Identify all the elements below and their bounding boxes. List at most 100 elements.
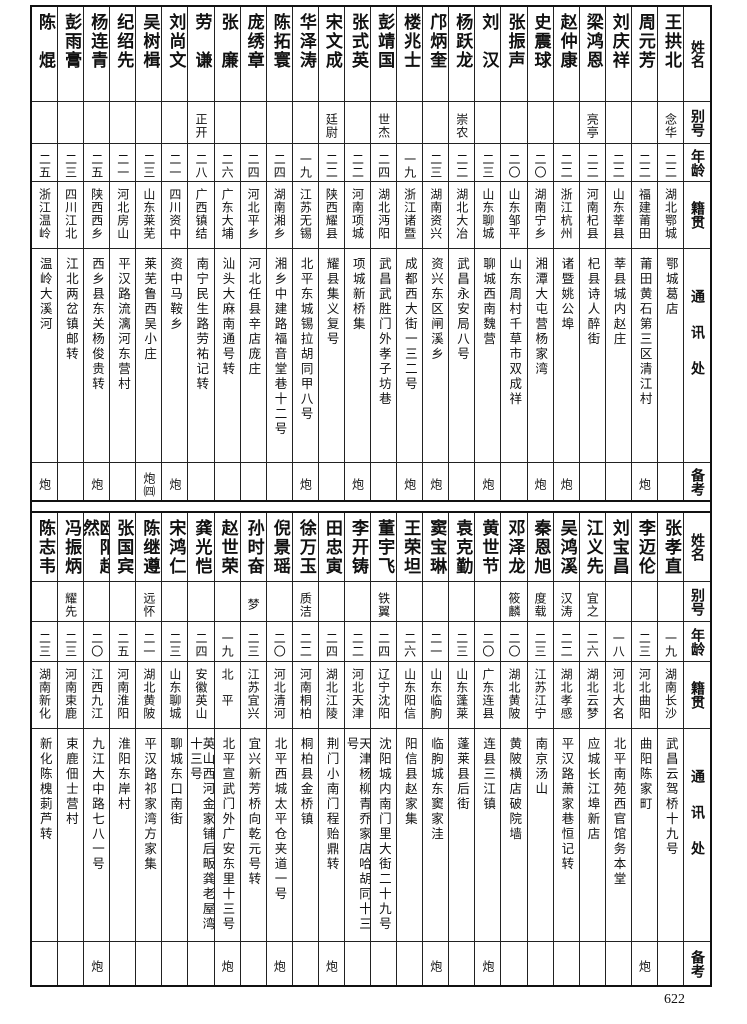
address-text: 蓬莱县后街 — [455, 737, 471, 812]
origin-text: 安徽英山 — [194, 668, 208, 720]
alias-text: 铁翼 — [376, 591, 391, 618]
cell-name: 刘宝昌 — [605, 513, 631, 582]
cell-alias: 念华 — [657, 102, 683, 144]
cell-remark — [397, 942, 422, 985]
record-column: 陈志韦 二三 湖南新化 新化陈槐莿芦转 — [32, 513, 59, 985]
address-text: 北平西城太平仓夹道一号 — [272, 737, 288, 902]
age-text: 一九 — [402, 152, 417, 179]
origin-text: 江苏江宁 — [533, 668, 548, 720]
header-label-remark: 备考 — [689, 467, 705, 496]
age-text: 二六 — [220, 152, 235, 179]
address-text: 黄陂横店破院墙 — [507, 737, 523, 842]
person-name: 张国宾 — [113, 519, 134, 576]
person-name: 吴鸿溪 — [556, 519, 577, 576]
cell-age: 一九 — [657, 622, 683, 662]
remark-text: 炮 — [533, 478, 548, 491]
age-text: 二三 — [63, 631, 78, 658]
cell-origin: 浙江诸暨 — [397, 182, 423, 249]
origin-text: 山东临朐 — [428, 668, 443, 720]
cell-age: 二二 — [344, 144, 371, 182]
address-text: 耀县集义复号 — [324, 257, 340, 347]
cell-name: 彭靖国 — [371, 7, 397, 102]
cell-address: 聊城西南魏营 — [475, 249, 501, 463]
address-text: 湘潭大屯营杨家湾 — [533, 257, 549, 377]
cell-alias — [631, 102, 657, 144]
origin-text: 福建莆田 — [637, 188, 652, 240]
remark-text: 炮 — [298, 478, 313, 491]
cell-origin: 陕西西乡 — [84, 182, 110, 249]
cell-remark — [110, 942, 135, 985]
person-name: 欧阳超然 — [84, 519, 110, 576]
cell-origin: 湖北江陵 — [318, 662, 344, 729]
header-label-address: 通讯处 — [689, 769, 705, 877]
header-name: 姓名 — [684, 7, 710, 102]
cell-remark: 炮 — [215, 942, 240, 985]
cell-name: 陈继遵 — [136, 513, 162, 582]
remark-text: 炮 — [428, 960, 443, 973]
cell-name: 王拱北 — [657, 7, 683, 102]
person-name: 徐万玉 — [295, 519, 316, 576]
header-origin: 籍贯 — [684, 662, 710, 729]
record-column: 王拱北 念华 二二 湖北鄂城 鄂城葛店 — [657, 7, 684, 500]
cell-origin: 福建莆田 — [631, 182, 657, 249]
cell-name: 刘尚文 — [162, 7, 188, 102]
cell-alias — [136, 102, 162, 144]
address-text: 河北任县辛店庞庄 — [246, 257, 262, 377]
address-text: 阳信县赵家集 — [402, 737, 418, 827]
cell-alias: 汉涛 — [553, 582, 579, 622]
person-name: 邝炳奎 — [426, 13, 447, 70]
origin-text: 湖南宁乡 — [533, 188, 548, 240]
cell-age: 二四 — [371, 144, 397, 182]
cell-remark — [554, 942, 579, 985]
person-name: 彭雨膏 — [61, 13, 82, 70]
cell-age: 二〇 — [475, 622, 501, 662]
origin-text: 湖北孝感 — [559, 668, 574, 720]
cell-remark: 炮 — [319, 942, 344, 985]
cell-alias — [214, 102, 240, 144]
header-label-age: 年龄 — [689, 627, 705, 656]
person-name: 陈拓寰 — [269, 13, 290, 70]
origin-text: 河北曲阳 — [637, 668, 652, 720]
origin-text: 广东连县 — [480, 668, 495, 720]
cell-address: 西乡县东关杨俊贵转 — [84, 249, 110, 463]
person-name: 张 廉 — [217, 13, 238, 70]
cell-age: 二三 — [423, 144, 449, 182]
remark-text: 炮 — [559, 478, 574, 491]
remark-text: 炮 — [480, 478, 495, 491]
cell-alias — [292, 102, 318, 144]
cell-age: 二四 — [318, 622, 344, 662]
alias-text: 质洁 — [298, 591, 313, 618]
record-column: 邓泽龙 筱麟 二〇 湖北黄陂 黄陂横店破院墙 — [501, 513, 528, 985]
record-column: 欧阳超然 二〇 江西九江 九江大中路七八一号炮 — [84, 513, 111, 985]
cell-age: 二五 — [32, 144, 58, 182]
cell-address: 平汉路萧家巷恒记转 — [553, 729, 579, 942]
cell-age: 二二 — [553, 144, 579, 182]
cell-address: 临朐城东窦家洼 — [423, 729, 449, 942]
age-text: 二六 — [402, 631, 417, 658]
remark-text: 炮 — [480, 960, 495, 973]
cell-origin: 浙江杭州 — [553, 182, 579, 249]
age-text: 二二 — [637, 152, 652, 179]
person-name: 刘庆祥 — [608, 13, 629, 70]
cell-age: 二〇 — [84, 622, 110, 662]
cell-origin: 湖南长沙 — [657, 662, 683, 729]
cell-name: 吴鸿溪 — [553, 513, 579, 582]
cell-name: 楼兆士 — [397, 7, 423, 102]
cell-address: 武昌永安局八号 — [449, 249, 475, 463]
cell-origin: 广西镇结 — [188, 182, 214, 249]
person-name: 张振声 — [504, 13, 525, 70]
record-column: 秦恩旭 度载 二三 江苏江宁 南京汤山 — [527, 513, 554, 985]
cell-age: 二六 — [579, 622, 605, 662]
cell-remark — [188, 463, 213, 500]
cell-origin: 湖北大冶 — [449, 182, 475, 249]
cell-alias — [397, 102, 423, 144]
record-column: 董宇飞 铁翼 二四 辽宁沈阳 沈阳城内南门里大街二十九号 — [371, 513, 398, 985]
cell-remark — [267, 463, 292, 500]
alias-text: 汉涛 — [559, 591, 574, 618]
cell-alias — [344, 582, 371, 622]
person-name: 窦宝琳 — [426, 519, 447, 576]
cell-name: 张式英 — [344, 7, 371, 102]
cell-origin: 广东连县 — [475, 662, 501, 729]
age-text: 二一 — [115, 152, 130, 179]
age-text: 二六 — [585, 631, 600, 658]
